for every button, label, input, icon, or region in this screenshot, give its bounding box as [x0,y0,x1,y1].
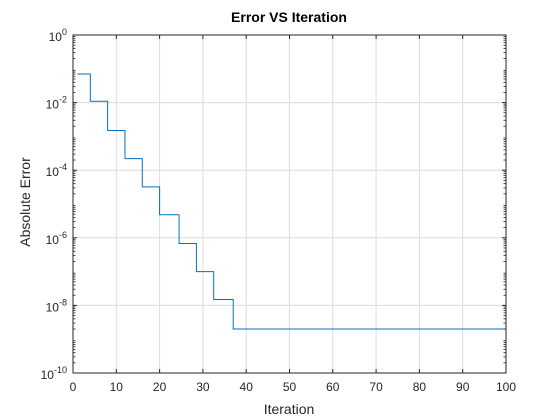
x-tick-labels: 0 10 20 30 40 50 60 70 80 90 100 [70,380,517,394]
y-tick-exponent: 0 [62,27,67,37]
y-axis-label: Absolute Error [17,157,33,247]
x-tick-label: 0 [70,380,77,394]
x-tick-label: 100 [496,380,516,394]
y-tick-base: 10 [46,233,60,247]
y-tick-label: 10-4 [46,162,67,179]
x-tick-label: 80 [413,380,427,394]
y-tick-label: 100 [49,27,67,44]
y-tick-exponent: -6 [59,230,67,240]
chart-title: Error VS Iteration [231,9,347,25]
y-tick-exponent: -8 [59,297,67,307]
x-tick-label: 30 [196,380,210,394]
y-tick-exponent: -10 [54,365,67,375]
ticks [72,34,507,374]
x-axis-label: Iteration [264,401,315,417]
series-layer [77,73,506,330]
y-tick-label: 10-8 [46,297,67,314]
x-tick-label: 60 [326,380,340,394]
y-tick-exponent: -2 [59,95,67,105]
y-tick-label: 10-10 [41,365,67,382]
y-tick-label: 10-2 [46,95,67,112]
y-tick-base: 10 [41,368,55,382]
x-tick-label: 40 [240,380,254,394]
y-tick-base: 10 [46,98,60,112]
y-tick-base: 10 [49,30,63,44]
x-tick-label: 70 [369,380,383,394]
error-series-line [77,73,506,330]
x-tick-label: 50 [283,380,297,394]
y-tick-base: 10 [46,300,60,314]
y-tick-exponent: -4 [59,162,67,172]
x-tick-label: 20 [153,380,167,394]
y-tick-base: 10 [46,165,60,179]
y-tick-label: 10-6 [46,230,67,247]
x-tick-label: 90 [456,380,470,394]
x-tick-label: 10 [110,380,124,394]
